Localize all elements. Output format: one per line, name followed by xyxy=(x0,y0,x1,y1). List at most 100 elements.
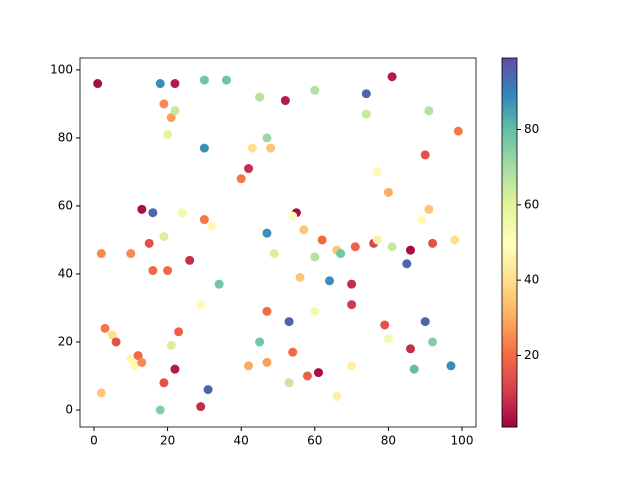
colorbar-segment xyxy=(502,79,517,84)
x-tick-label: 40 xyxy=(234,434,249,448)
colorbar-segment xyxy=(502,239,517,243)
point xyxy=(96,388,106,398)
point xyxy=(247,143,257,153)
colorbar-segment xyxy=(502,220,517,225)
y-tick-label: 20 xyxy=(58,334,73,348)
colorbar-segment xyxy=(502,411,517,416)
colorbar-segment xyxy=(502,144,517,148)
point xyxy=(133,351,143,361)
colorbar-segment xyxy=(502,408,517,413)
point xyxy=(310,252,320,262)
point xyxy=(350,242,360,252)
point xyxy=(159,378,169,388)
point xyxy=(417,215,427,225)
point xyxy=(148,208,158,218)
point xyxy=(262,133,272,143)
colorbar-segment xyxy=(502,94,517,99)
colorbar-segment xyxy=(502,205,517,210)
colorbar-segment xyxy=(502,328,517,333)
colorbar-segment xyxy=(502,393,517,397)
colorbar-segment xyxy=(502,374,517,379)
point xyxy=(144,238,154,248)
colorbar-segment xyxy=(502,276,517,280)
colorbar-segment xyxy=(502,150,517,154)
colorbar-segment xyxy=(502,227,517,231)
colorbar-segment xyxy=(502,417,517,422)
point xyxy=(299,225,309,235)
colorbar-segment xyxy=(502,116,517,120)
colorbar-segment xyxy=(502,350,517,354)
point xyxy=(332,391,342,401)
point xyxy=(405,245,415,255)
colorbar-segment xyxy=(502,137,517,142)
colorbar-segment xyxy=(502,202,517,207)
point xyxy=(214,279,224,289)
colorbar-segment xyxy=(502,353,517,357)
colorbar-tick-label: 60 xyxy=(524,197,539,211)
point xyxy=(170,79,180,89)
point xyxy=(446,361,456,371)
colorbar-segment xyxy=(502,61,517,65)
point xyxy=(255,92,265,102)
point xyxy=(383,334,393,344)
colorbar-segment xyxy=(502,325,517,330)
colorbar-segment xyxy=(502,294,517,299)
point xyxy=(159,99,169,109)
colorbar-segment xyxy=(502,190,517,194)
colorbar-segment xyxy=(502,245,517,250)
colorbar-segment xyxy=(502,297,517,302)
point xyxy=(155,405,165,415)
colorbar-segment xyxy=(502,67,517,71)
point xyxy=(288,347,298,357)
x-tick-label: 0 xyxy=(90,434,98,448)
colorbar-segment xyxy=(502,282,517,287)
colorbar-segment xyxy=(502,134,517,139)
colorbar-segment xyxy=(502,156,517,160)
point xyxy=(361,109,371,119)
point xyxy=(170,106,180,116)
colorbar-segment xyxy=(502,208,517,213)
colorbar-segment xyxy=(502,304,517,308)
colorbar-segment xyxy=(502,307,517,311)
colorbar-segment xyxy=(502,331,517,336)
point xyxy=(111,337,121,347)
colorbar-segment xyxy=(502,251,517,256)
colorbar-segment xyxy=(502,147,517,151)
colorbar-segment xyxy=(502,414,517,419)
point xyxy=(221,75,231,85)
colorbar-segment xyxy=(502,368,517,373)
colorbar-segment xyxy=(502,365,517,370)
colorbar-tick-label: 20 xyxy=(524,348,539,362)
colorbar-segment xyxy=(502,233,517,237)
point xyxy=(295,272,305,282)
point xyxy=(424,106,434,116)
point xyxy=(137,204,147,214)
point xyxy=(450,235,460,245)
y-tick-label: 60 xyxy=(58,198,73,212)
colorbar-segment xyxy=(502,119,517,124)
colorbar-segment xyxy=(502,319,517,323)
point xyxy=(100,323,110,333)
colorbar-segment xyxy=(502,347,517,351)
colorbar-segment xyxy=(502,171,517,176)
y-tick-label: 100 xyxy=(50,62,73,76)
point xyxy=(170,364,180,374)
colorbar-segment xyxy=(502,285,517,290)
point xyxy=(236,174,246,184)
colorbar-tick-label: 40 xyxy=(524,273,539,287)
colorbar-segment xyxy=(502,131,517,136)
colorbar-segment xyxy=(502,291,517,296)
colorbar-segment xyxy=(502,177,517,182)
colorbar-segment xyxy=(502,101,517,105)
colorbar-segment xyxy=(502,337,517,342)
colorbar-segment xyxy=(502,128,517,133)
point xyxy=(129,361,139,371)
colorbar-segment xyxy=(502,153,517,157)
colorbar-segment xyxy=(502,217,517,222)
colorbar-segment xyxy=(502,300,517,305)
point xyxy=(387,242,397,252)
colorbar-segment xyxy=(502,270,517,274)
colorbar-segment xyxy=(502,159,517,164)
point xyxy=(325,276,335,286)
